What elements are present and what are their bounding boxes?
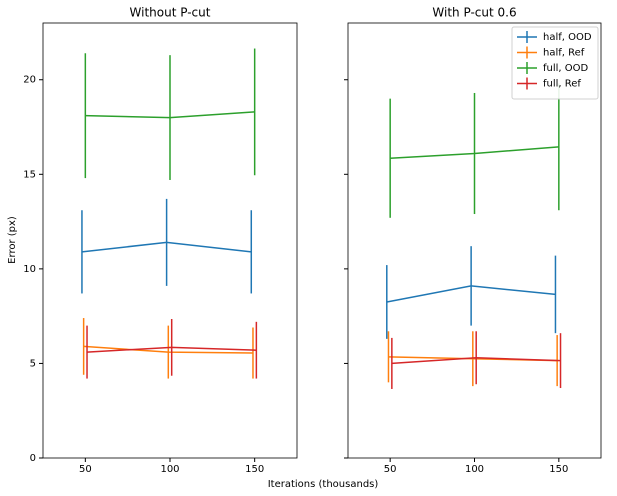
y-tick-label: 5 — [30, 358, 36, 369]
x-tick-label: 100 — [160, 464, 179, 475]
y-axis-label: Error (px) — [7, 216, 18, 264]
x-tick-label: 50 — [79, 464, 92, 475]
chart-title: Without P-cut — [130, 6, 211, 20]
x-tick-label: 150 — [549, 464, 568, 475]
y-tick-label: 15 — [23, 169, 36, 180]
legend: half, OOD half, Ref full, OOD full, Ref — [511, 26, 599, 100]
x-tick-label: 50 — [384, 464, 397, 475]
y-tick-label: 0 — [30, 453, 36, 464]
x-tick-label: 150 — [245, 464, 264, 475]
legend-label: full, Ref — [543, 79, 581, 90]
x-axis-label: Iterations (thousands) — [268, 479, 379, 490]
legend-label: half, OOD — [543, 32, 592, 43]
plot-frame — [347, 22, 602, 459]
y-tick-label: 20 — [23, 75, 36, 86]
legend-label: full, OOD — [543, 63, 589, 74]
y-tick-label: 10 — [23, 264, 36, 275]
chart-title: With P-cut 0.6 — [432, 6, 516, 20]
x-tick-label: 100 — [465, 464, 484, 475]
plot-frame — [42, 22, 298, 459]
legend-box — [511, 26, 599, 100]
legend-label: half, Ref — [543, 48, 585, 59]
